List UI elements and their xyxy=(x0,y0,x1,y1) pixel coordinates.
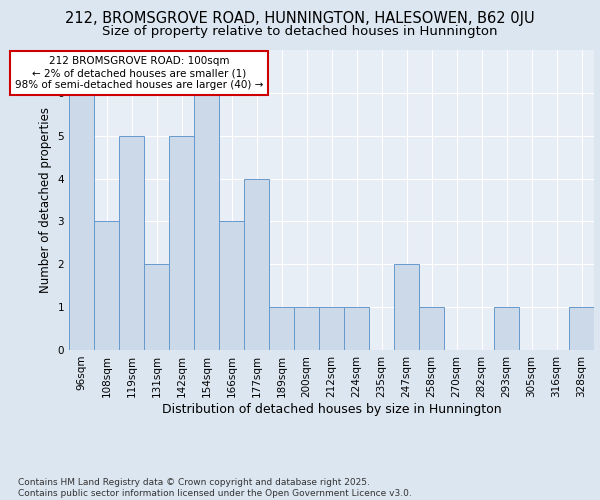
Bar xyxy=(194,93,219,350)
Bar xyxy=(319,307,344,350)
Bar xyxy=(394,264,419,350)
Bar xyxy=(94,222,119,350)
X-axis label: Distribution of detached houses by size in Hunnington: Distribution of detached houses by size … xyxy=(161,402,502,415)
Bar xyxy=(144,264,169,350)
Bar xyxy=(169,136,194,350)
Bar xyxy=(269,307,294,350)
Y-axis label: Number of detached properties: Number of detached properties xyxy=(39,107,52,293)
Bar xyxy=(244,178,269,350)
Bar xyxy=(344,307,369,350)
Bar xyxy=(119,136,144,350)
Bar xyxy=(419,307,444,350)
Text: 212, BROMSGROVE ROAD, HUNNINGTON, HALESOWEN, B62 0JU: 212, BROMSGROVE ROAD, HUNNINGTON, HALESO… xyxy=(65,12,535,26)
Text: Contains HM Land Registry data © Crown copyright and database right 2025.
Contai: Contains HM Land Registry data © Crown c… xyxy=(18,478,412,498)
Bar xyxy=(569,307,594,350)
Bar xyxy=(494,307,519,350)
Text: 212 BROMSGROVE ROAD: 100sqm
← 2% of detached houses are smaller (1)
98% of semi-: 212 BROMSGROVE ROAD: 100sqm ← 2% of deta… xyxy=(15,56,263,90)
Bar xyxy=(69,93,94,350)
Text: Size of property relative to detached houses in Hunnington: Size of property relative to detached ho… xyxy=(102,25,498,38)
Bar xyxy=(219,222,244,350)
Bar xyxy=(294,307,319,350)
